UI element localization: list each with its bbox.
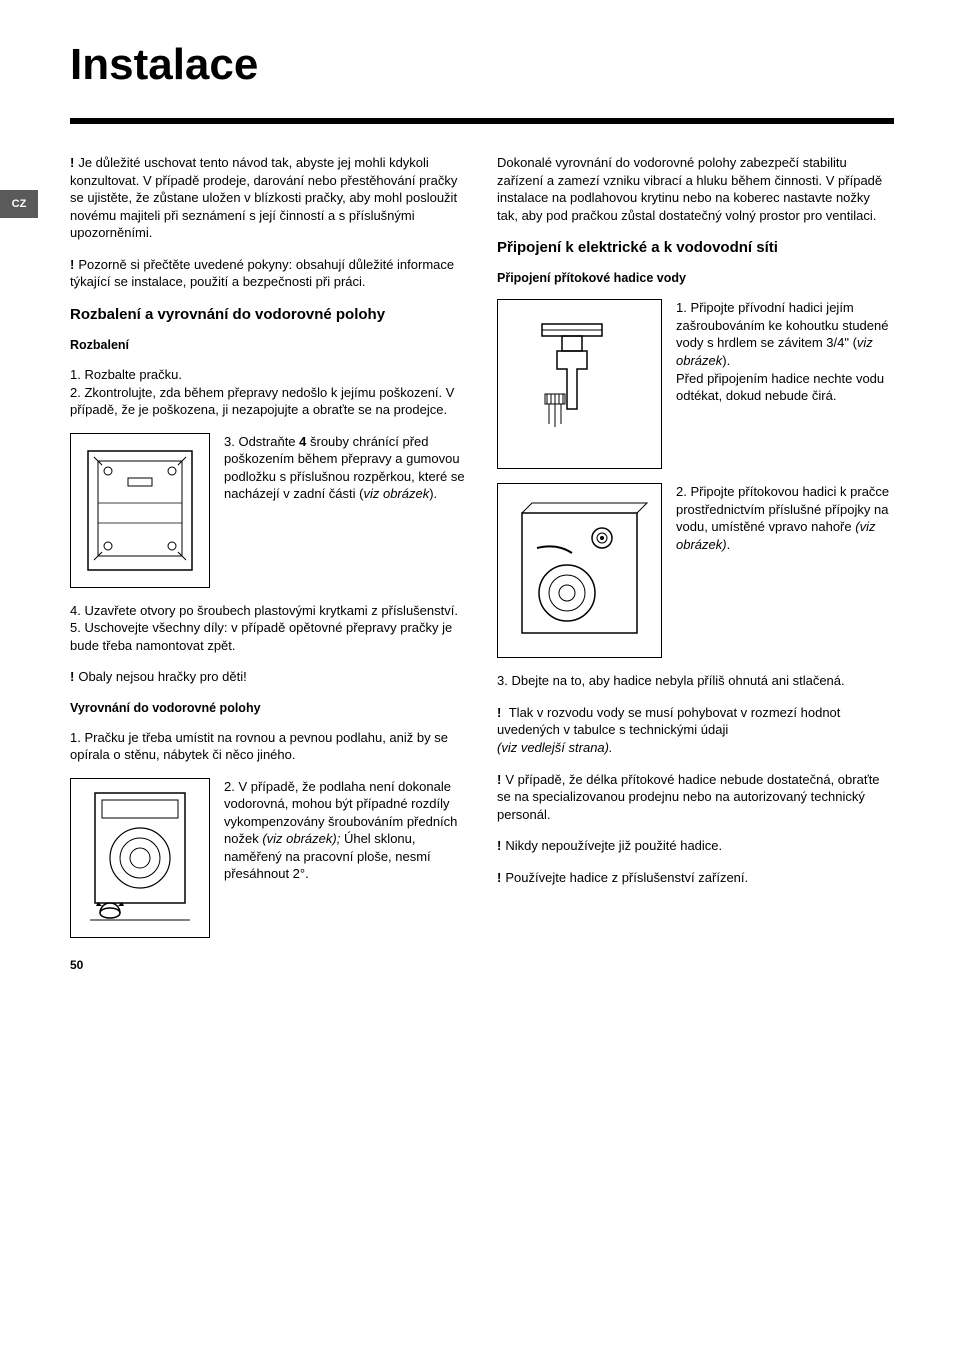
figure-block-inlet: 2. Připojte přítokovou hadici k pračce p… [497, 483, 894, 658]
right-column: Dokonalé vyrovnání do vodorovné polohy z… [497, 154, 894, 952]
figure-inlet [497, 483, 662, 658]
step-3-a: 3. Odstraňte [224, 434, 299, 449]
figure-tap [497, 299, 662, 469]
level-step-2b: (viz obrázek); [262, 831, 340, 846]
page-title: Instalace [70, 40, 894, 90]
pressure-b: (viz vedlejší strana). [497, 740, 613, 755]
hose-step-3: 3. Dbejte na to, aby hadice nebyla příli… [497, 672, 894, 690]
step-3-ref: viz obrázek [363, 486, 429, 501]
packaging-warning: Obaly nejsou hračky pro děti! [70, 668, 467, 686]
figure-screws [70, 433, 210, 588]
divider-bar [70, 118, 894, 124]
hose-step-2c: . [727, 537, 731, 552]
step-4: 4. Uzavřete otvory po šroubech plastovým… [70, 602, 467, 620]
content-columns: Je důležité uschovat tento návod tak, ab… [70, 154, 894, 952]
intro-warning-1: Je důležité uschovat tento návod tak, ab… [70, 154, 467, 242]
language-tab: CZ [0, 190, 38, 218]
hose-step-1d: Před připojením hadice nechte vodu odték… [676, 371, 884, 404]
figure-block-feet: 2. V případě, že podlaha není dokonale v… [70, 778, 467, 938]
pressure-warning: Tlak v rozvodu vody se musí pohybovat v … [497, 704, 894, 757]
figure-feet [70, 778, 210, 938]
pressure-a: Tlak v rozvodu vody se musí pohybovat v … [497, 705, 840, 738]
used-hose-warning: Nikdy nepoužívejte již použité hadice. [497, 837, 894, 855]
page-number: 50 [70, 958, 83, 972]
left-column: Je důležité uschovat tento návod tak, ab… [70, 154, 467, 952]
step-5: 5. Uschovejte všechny díly: v případě op… [70, 619, 467, 654]
subsection-inlet-hose: Připojení přítokové hadice vody [497, 270, 894, 287]
figure-block-tap: 1. Připojte přívodní hadici jejím zašrou… [497, 299, 894, 469]
figure-block-screws: 3. Odstraňte 4 šrouby chránící před pošk… [70, 433, 467, 588]
step-3: 3. Odstraňte 4 šrouby chránící před pošk… [224, 433, 467, 503]
subsection-level: Vyrovnání do vodorovné polohy [70, 700, 467, 717]
hose-step-1c: ). [722, 353, 730, 368]
hose-length-warning: V případě, že délka přítokové hadice neb… [497, 771, 894, 824]
hose-step-2: 2. Připojte přítokovou hadici k pračce p… [676, 483, 894, 553]
step-3-e: ). [429, 486, 437, 501]
step-1: 1. Rozbalte pračku. [70, 366, 467, 384]
step-2: 2. Zkontrolujte, zda během přepravy nedo… [70, 384, 467, 419]
intro-warning-2: Pozorně si přečtěte uvedené pokyny: obsa… [70, 256, 467, 291]
level-step-2: 2. V případě, že podlaha není dokonale v… [224, 778, 467, 883]
level-result: Dokonalé vyrovnání do vodorovné polohy z… [497, 154, 894, 224]
section-connections: Připojení k elektrické a k vodovodní sít… [497, 238, 894, 258]
accessory-hose-warning: Používejte hadice z příslušenství zaříze… [497, 869, 894, 887]
subsection-unpack: Rozbalení [70, 337, 467, 354]
level-step-1: 1. Pračku je třeba umístit na rovnou a p… [70, 729, 467, 764]
section-unpack-level: Rozbalení a vyrovnání do vodorovné poloh… [70, 305, 467, 325]
hose-step-1: 1. Připojte přívodní hadici jejím zašrou… [676, 299, 894, 404]
